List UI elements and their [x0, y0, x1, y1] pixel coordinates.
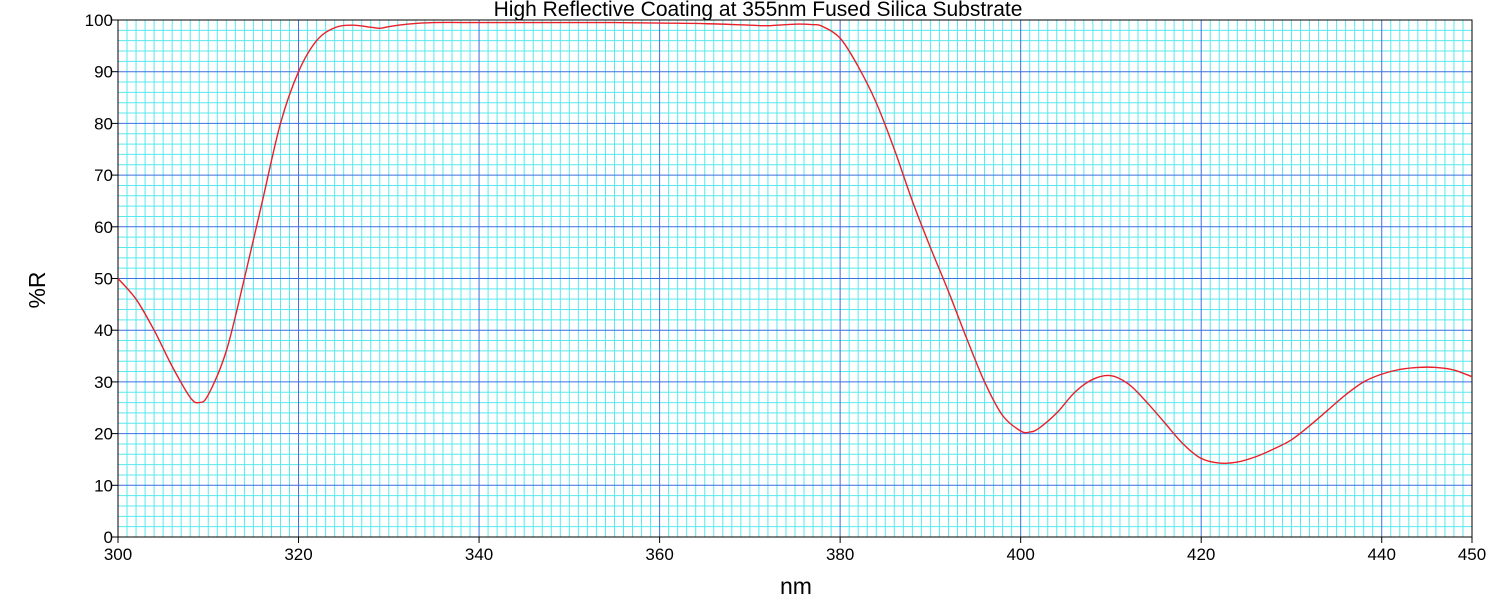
x-tick-label: 450: [1458, 545, 1486, 564]
y-tick-label: 70: [94, 166, 113, 185]
x-tick-label: 300: [104, 545, 132, 564]
y-tick-label: 0: [104, 528, 113, 547]
y-axis-label: %R: [24, 271, 50, 308]
y-tick-label: 100: [85, 11, 113, 30]
major-grid: [117, 19, 1472, 538]
y-tick-label: 90: [94, 63, 113, 82]
x-tick-label: 360: [645, 545, 673, 564]
reflectance-line: [117, 21, 1473, 465]
y-tick-label: 20: [94, 425, 113, 444]
x-axis-ticks: 300 320 340 360 380 400 420 440 450: [104, 537, 1486, 564]
y-tick-label: 40: [94, 321, 113, 340]
y-tick-label: 10: [94, 476, 113, 495]
y-tick-label: 80: [94, 114, 113, 133]
y-tick-label: 60: [94, 218, 113, 237]
x-tick-label: 420: [1187, 545, 1215, 564]
y-axis-ticks: 0 10 20 30 40 50 60 70 80 90 100: [85, 11, 118, 547]
x-tick-label: 400: [1006, 545, 1034, 564]
x-tick-label: 340: [465, 545, 493, 564]
chart-title: High Reflective Coating at 355nm Fused S…: [494, 0, 1023, 21]
x-tick-label: 440: [1368, 545, 1396, 564]
x-axis-label: nm: [780, 573, 812, 599]
y-tick-label: 50: [94, 270, 113, 289]
x-tick-label: 320: [284, 545, 312, 564]
y-tick-label: 30: [94, 373, 113, 392]
x-tick-label: 380: [826, 545, 854, 564]
